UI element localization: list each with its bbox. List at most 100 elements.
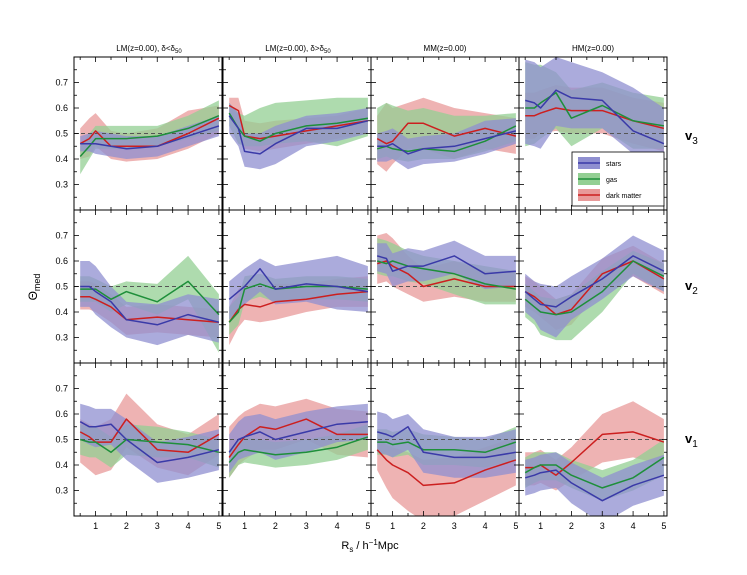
band-stars-r1c4	[525, 57, 664, 170]
legend-label-dark-matter: dark matter	[606, 193, 642, 200]
line-dark-matter-r2c4	[524, 260, 665, 316]
line-gas-r3c2	[228, 436, 369, 464]
panel-plot-r1c2	[223, 97, 371, 170]
line-stars-r2c1	[80, 285, 220, 326]
column-title-2: LM(z=0.00), δ>δ50	[265, 44, 331, 55]
x-tick-label-r3c2: 2	[273, 521, 278, 531]
line-gas-r3c3	[377, 441, 517, 454]
panel-r3c3: 1 2 3 4 5	[370, 362, 520, 531]
panel-r3c2: 1 2 3 4 5	[222, 362, 372, 531]
band-stars-r2c1	[80, 261, 219, 346]
line-stars-r1c1	[80, 125, 220, 150]
y-tick-label-r2c1: 0.5	[55, 282, 68, 292]
panel-r2c2	[222, 209, 372, 364]
panel-r3c1: 0.3 0.4 0.5 0.6 0.7 1 2 3 4 5	[55, 362, 223, 531]
panel-plot-r2c2	[223, 255, 371, 346]
line-stars-r3c3	[377, 426, 517, 459]
line-dark-matter-r3c3	[376, 449, 517, 487]
y-tick-label-r3c1: 0.5	[55, 435, 68, 445]
column-title-1: LM(z=0.00), δ<δ50	[116, 44, 182, 55]
y-tick-label-r3c1: 0.3	[55, 486, 68, 496]
panel-r2c1: 0.3 0.4 0.5 0.6 0.7	[55, 209, 223, 364]
x-tick-label-r3c1: 4	[186, 521, 191, 531]
panel-grid: 0.30.40.50.60.70.30.40.50.60.70.30.40.50…	[55, 56, 668, 531]
line-stars-r2c2	[228, 267, 369, 300]
x-tick-label-r3c4: 4	[631, 521, 636, 531]
x-tick-label-r3c1: 5	[216, 521, 221, 531]
legend-label-stars: stars	[606, 161, 622, 168]
panel-plot-r3c1	[74, 393, 222, 483]
line-gas-r1c1	[79, 115, 220, 158]
x-tick-label-r3c2: 5	[365, 521, 370, 531]
panel-plot-r2c4	[519, 235, 667, 341]
line-stars-r3c1	[79, 421, 220, 464]
line-dark-matter-r1c3	[376, 122, 517, 145]
y-tick-label-r1c1: 0.7	[55, 78, 68, 88]
line-gas-r1c4	[525, 91, 665, 127]
line-stars-r3c2	[228, 420, 368, 453]
line-gas-r2c1	[80, 280, 220, 316]
panel-plot-r1c3	[371, 97, 519, 172]
x-tick-label-r3c2: 1	[242, 521, 247, 531]
legend-label-gas: gas	[606, 177, 618, 184]
y-tick-label-r3c1: 0.4	[55, 460, 68, 470]
panel-r2c4	[518, 209, 668, 364]
panel-r1c1: 0.3 0.4 0.5 0.6 0.7	[55, 56, 223, 211]
line-stars-r1c4	[525, 89, 665, 145]
panel-plot-r1c4	[519, 57, 667, 170]
band-stars-r3c1	[80, 403, 219, 483]
row-label-v2: v2	[685, 278, 698, 297]
line-gas-r2c4	[524, 260, 665, 316]
x-tick-label-r3c4: 2	[569, 521, 574, 531]
y-tick-label-r3c1: 0.7	[55, 384, 68, 394]
band-stars-r2c4	[525, 235, 664, 338]
y-axis-label: Θmed	[26, 274, 42, 301]
panel-plot-r3c2	[223, 398, 371, 478]
band-stars-r3c3	[377, 411, 516, 478]
panel-plot-r1c1	[74, 100, 222, 175]
y-tick-label-r3c1: 0.6	[55, 409, 68, 419]
panel-r1c2	[222, 56, 372, 211]
band-stars-r1c3	[377, 118, 516, 170]
x-tick-label-r3c1: 1	[93, 521, 98, 531]
y-tick-label-r2c1: 0.7	[55, 231, 68, 241]
y-tick-label-r2c1: 0.6	[55, 256, 68, 266]
column-title-4: HM(z=0.00)	[572, 44, 614, 53]
panel-r2c3	[370, 209, 520, 364]
panel-plot-r3c4	[519, 401, 667, 516]
panel-plot-r2c1	[74, 255, 222, 353]
panel-r1c3	[370, 56, 520, 211]
y-tick-label-r1c1: 0.5	[55, 129, 68, 139]
line-stars-r1c2	[228, 115, 369, 155]
line-stars-r2c4	[524, 255, 665, 308]
line-gas-r3c4	[524, 456, 665, 489]
line-dark-matter-r3c1	[79, 418, 220, 454]
panel-plot-r2c3	[371, 233, 519, 305]
panel-plot-r3c3	[371, 411, 519, 516]
y-tick-label-r1c1: 0.4	[55, 154, 68, 164]
x-tick-label-r3c1: 2	[124, 521, 129, 531]
row-label-v3: v3	[685, 128, 698, 147]
panel-r1c4	[518, 56, 668, 211]
line-dark-matter-r1c4	[525, 107, 665, 130]
line-stars-r3c4	[524, 469, 665, 502]
x-axis-label: Rs / h−1Mpc	[341, 538, 399, 554]
line-dark-matter-r2c1	[80, 295, 219, 323]
x-tick-label-r3c3: 5	[513, 521, 518, 531]
x-tick-label-r3c3: 2	[421, 521, 426, 531]
y-tick-label-r1c1: 0.3	[55, 180, 68, 190]
line-gas-r3c1	[79, 438, 220, 454]
y-tick-label-r2c1: 0.3	[55, 333, 68, 343]
y-tick-label-r2c1: 0.4	[55, 307, 68, 317]
band-stars-r1c2	[229, 102, 368, 170]
line-stars-r2c3	[376, 255, 516, 275]
x-tick-label-r3c2: 3	[304, 521, 309, 531]
line-gas-r2c3	[376, 260, 517, 290]
x-tick-label-r3c3: 3	[452, 521, 457, 531]
line-stars-r1c3	[377, 130, 517, 155]
line-gas-r1c3	[377, 125, 517, 153]
x-tick-label-r3c4: 5	[661, 521, 666, 531]
x-tick-label-r3c4: 1	[538, 521, 543, 531]
line-dark-matter-r3c2	[228, 418, 368, 458]
